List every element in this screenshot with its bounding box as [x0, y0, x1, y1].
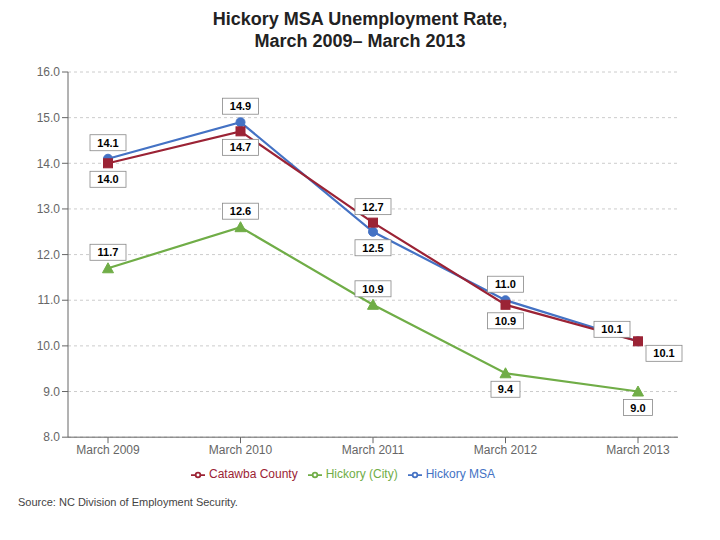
svg-text:9.0: 9.0	[630, 402, 645, 414]
html-text:March 2009– March 2013: March 2009– March 2013	[254, 31, 466, 51]
svg-text:11.0: 11.0	[495, 278, 516, 290]
svg-text:14.7: 14.7	[230, 141, 251, 153]
svg-text:9.4: 9.4	[498, 383, 514, 395]
svg-text:12.6: 12.6	[230, 205, 251, 217]
svg-text:14.0: 14.0	[97, 173, 118, 185]
svg-text:8.0: 8.0	[43, 430, 60, 444]
svg-text:14.1: 14.1	[97, 137, 118, 149]
svg-text:9.0: 9.0	[43, 385, 60, 399]
svg-text:10.0: 10.0	[37, 339, 61, 353]
svg-text:10.9: 10.9	[495, 315, 516, 327]
svg-text:March 2009: March 2009	[76, 443, 140, 457]
svg-text:11.0: 11.0	[38, 293, 61, 307]
svg-text:10.1: 10.1	[653, 347, 674, 359]
svg-text:14.9: 14.9	[230, 100, 251, 112]
svg-text:12.0: 12.0	[37, 248, 61, 262]
svg-text:16.0: 16.0	[37, 65, 61, 79]
svg-text:March 2010: March 2010	[209, 443, 273, 457]
svg-text:10.9: 10.9	[362, 283, 383, 295]
svg-text:12.7: 12.7	[362, 201, 383, 213]
svg-text:March 2011: March 2011	[342, 443, 405, 457]
svg-text:10.1: 10.1	[601, 323, 622, 335]
html-text:Source: NC Division of Employm: Source: NC Division of Employment Securi…	[18, 496, 238, 508]
html-text:Catawba County: Catawba County	[209, 467, 298, 482]
svg-text:11.7: 11.7	[98, 246, 119, 258]
svg-text:13.0: 13.0	[37, 202, 61, 216]
svg-text:12.5: 12.5	[362, 242, 383, 254]
html-text:Hickory MSA Unemployment Rate,: Hickory MSA Unemployment Rate,	[212, 9, 508, 29]
svg-text:March 2013: March 2013	[606, 443, 670, 457]
svg-text:15.0: 15.0	[37, 111, 61, 125]
svg-text:March 2012: March 2012	[474, 443, 538, 457]
html-text:Hickory MSA: Hickory MSA	[425, 467, 495, 482]
html-text:Hickory (City): Hickory (City)	[325, 467, 398, 482]
svg-text:14.0: 14.0	[37, 157, 61, 171]
